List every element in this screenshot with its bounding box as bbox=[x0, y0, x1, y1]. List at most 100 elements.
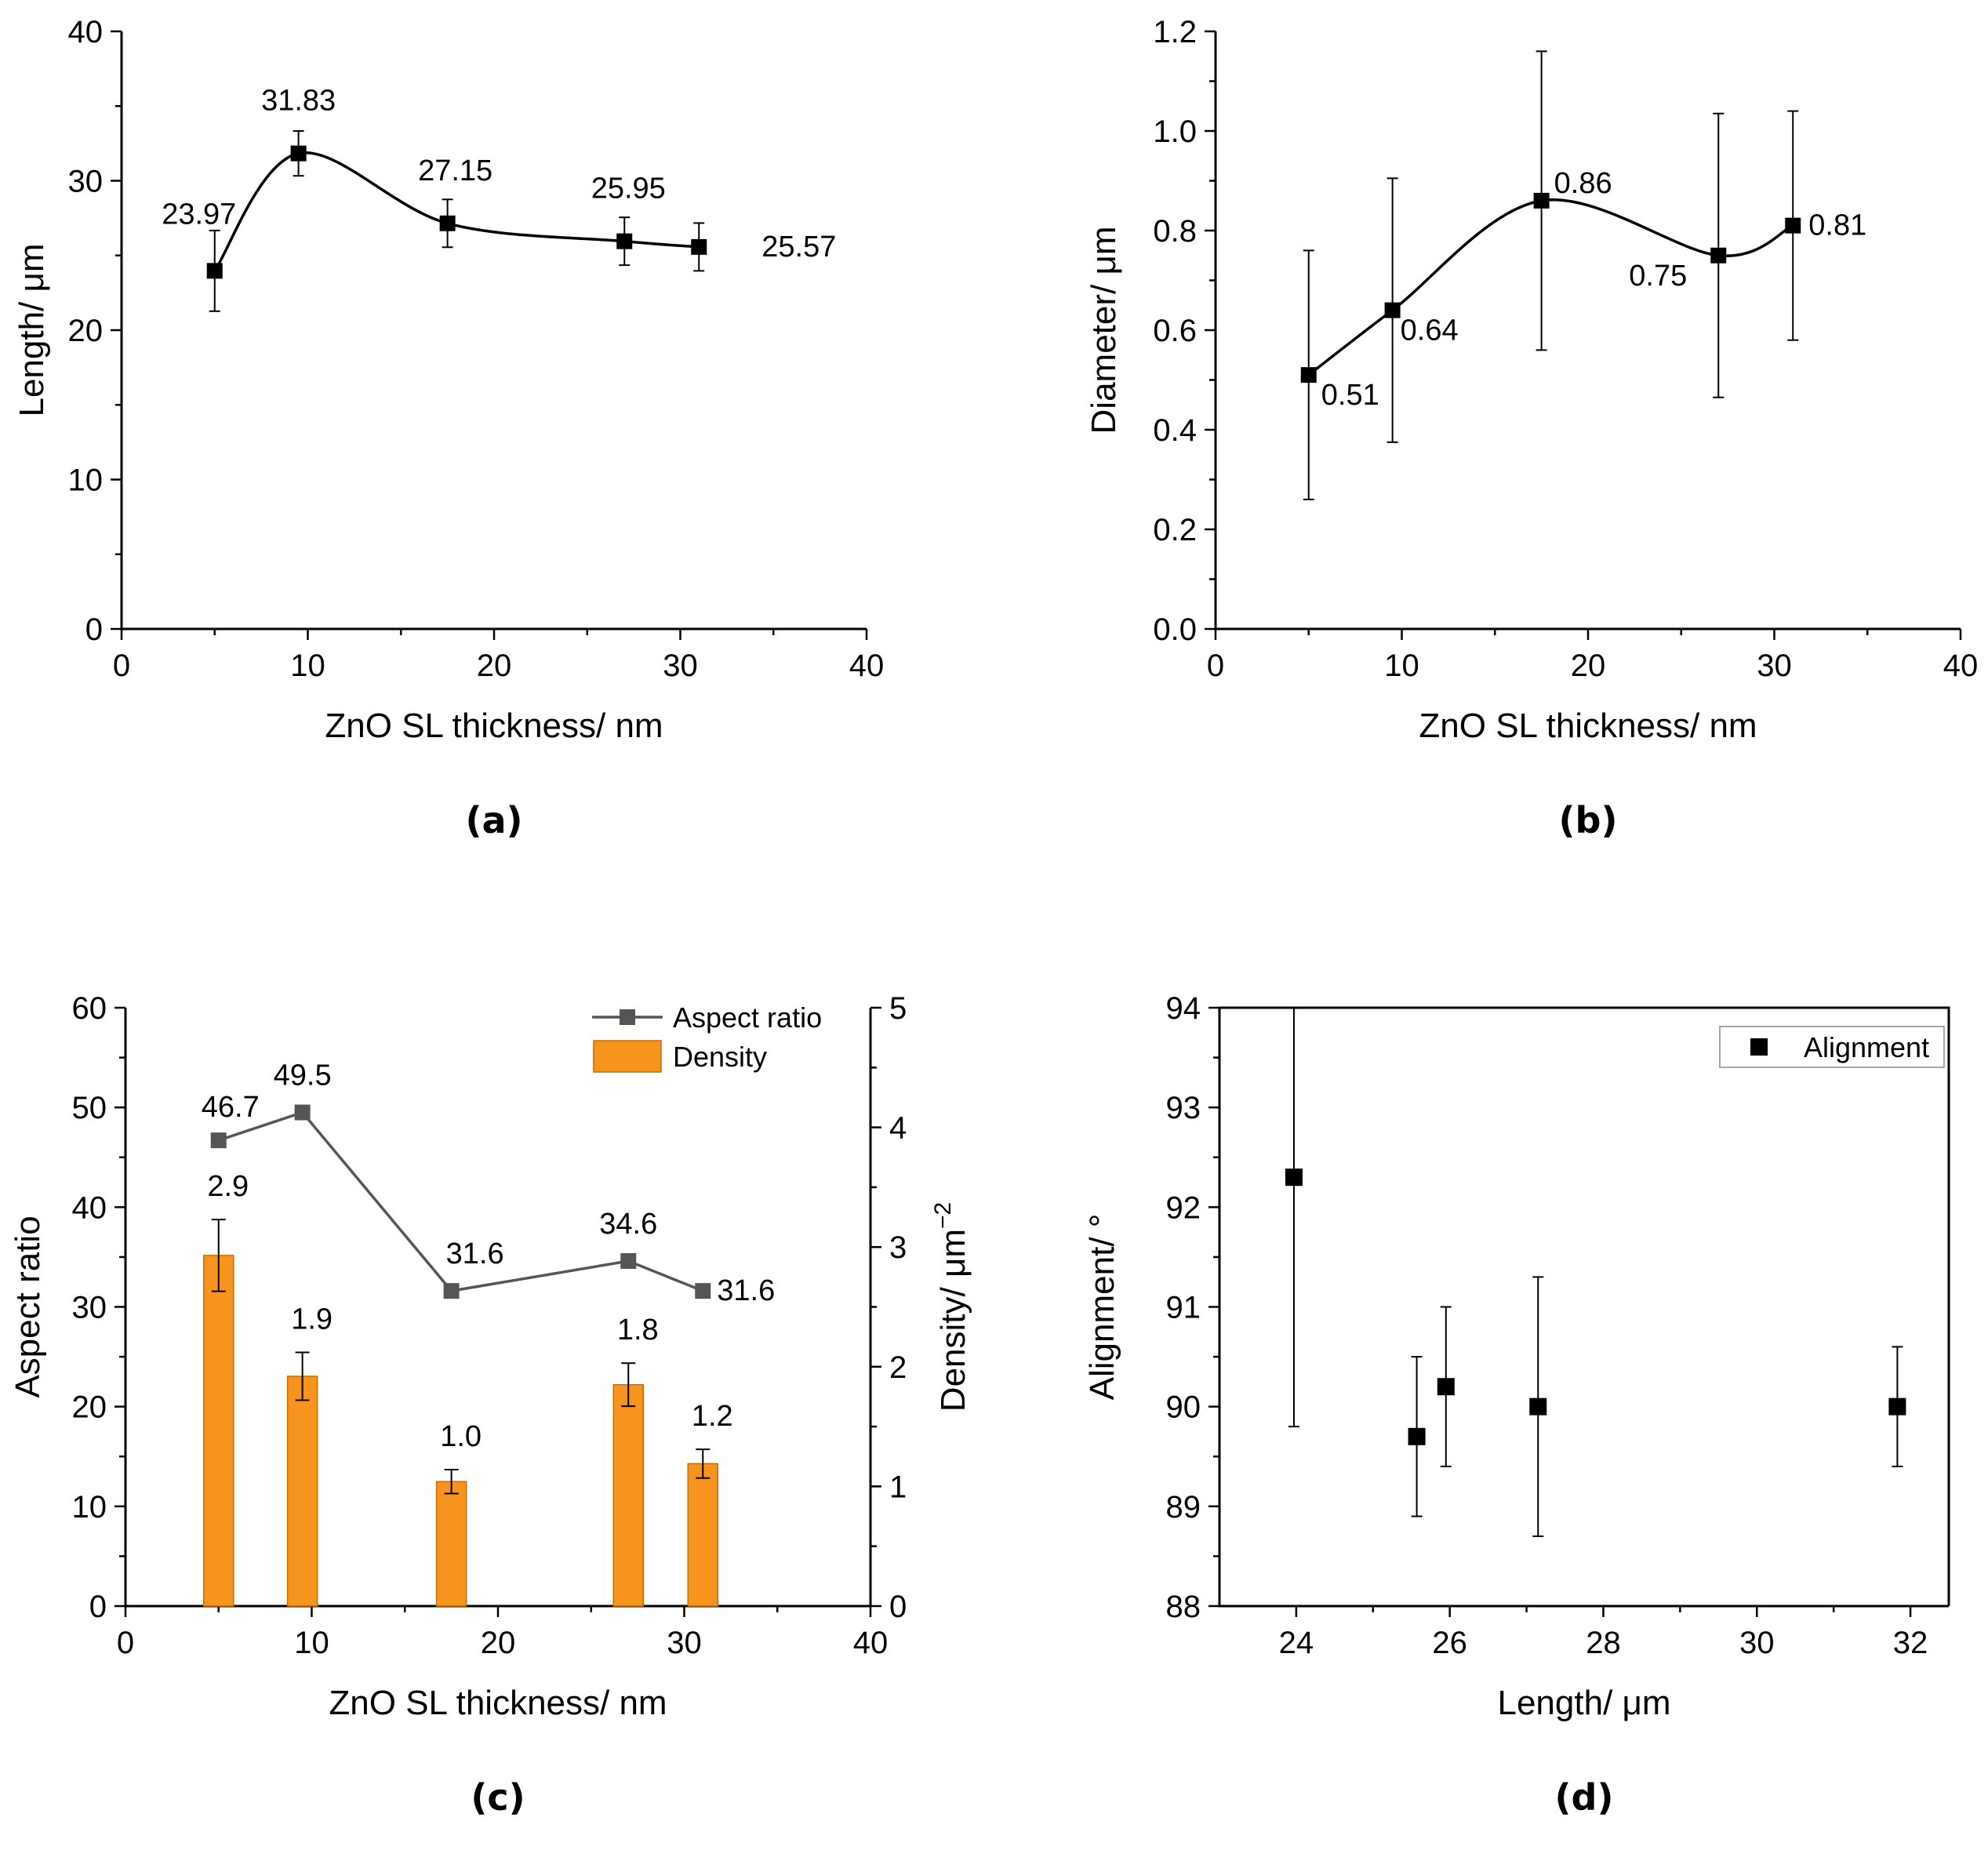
x-tick-label: 20 bbox=[477, 649, 512, 683]
x-tick-label: 0 bbox=[113, 649, 130, 683]
x-tick-label: 20 bbox=[481, 1626, 516, 1660]
y2-tick-label: 3 bbox=[889, 1230, 907, 1265]
data-point-marker bbox=[1710, 247, 1727, 263]
x-tick-label: 30 bbox=[663, 649, 698, 683]
density-bar bbox=[435, 1481, 467, 1607]
y-axis-title: Alignment/ ° bbox=[1083, 1214, 1121, 1401]
x-tick-label: 30 bbox=[667, 1626, 702, 1660]
y-tick-label: 40 bbox=[68, 15, 104, 49]
y-axis-title: Aspect ratio bbox=[9, 1216, 47, 1397]
panel-a-length-chart: 0 10 20 30 40 0 10 20 30 40 ZnO SL thickness/ nm Le… bbox=[13, 15, 884, 841]
y-tick-label: 0.2 bbox=[1153, 513, 1197, 547]
y-tick-label: 10 bbox=[72, 1490, 107, 1525]
y-tick-label: 0.0 bbox=[1153, 612, 1197, 647]
y2-tick-label: 2 bbox=[889, 1350, 907, 1385]
data-point-marker bbox=[1285, 1168, 1303, 1187]
data-label: 0.64 bbox=[1401, 314, 1459, 347]
x-tick-label: 0 bbox=[117, 1626, 134, 1660]
panel-label: (b) bbox=[1559, 799, 1618, 841]
y-tick-label: 89 bbox=[1166, 1490, 1201, 1525]
data-point-marker bbox=[294, 1104, 311, 1121]
data-label: 23.97 bbox=[162, 198, 236, 231]
x-tick-label: 0 bbox=[1207, 649, 1224, 683]
y2-tick-label: 0 bbox=[889, 1590, 907, 1624]
x-axis-title: ZnO SL thickness/ nm bbox=[1419, 707, 1757, 745]
data-point-marker bbox=[1888, 1397, 1906, 1416]
y-tick-label: 92 bbox=[1166, 1190, 1201, 1225]
data-point-marker bbox=[1529, 1397, 1547, 1416]
legend-aspect-ratio-label: Aspect ratio bbox=[673, 1001, 822, 1034]
y-tick-label: 0.4 bbox=[1153, 413, 1197, 448]
x-tick-label: 28 bbox=[1586, 1626, 1621, 1660]
x-tick-label: 40 bbox=[853, 1626, 889, 1660]
axes-frame bbox=[1218, 1008, 1949, 1608]
y2-axis-title-superscript: −2 bbox=[930, 1202, 956, 1229]
x-tick-label: 32 bbox=[1893, 1626, 1928, 1660]
aspect-ratio-data-label: 34.6 bbox=[599, 1208, 657, 1241]
y-tick-label: 91 bbox=[1166, 1291, 1201, 1325]
y-tick-label: 40 bbox=[72, 1190, 107, 1225]
data-point-marker bbox=[1300, 367, 1317, 383]
data-point-marker bbox=[1437, 1378, 1455, 1396]
y-tick-label: 93 bbox=[1166, 1091, 1201, 1125]
panel-b-diameter-chart: 0 10 20 30 40 0.0 0.2 0.4 0.6 0.8 1.0 1.2 ZnO SL thi… bbox=[1085, 15, 1978, 841]
density-bar bbox=[687, 1463, 718, 1607]
density-bar bbox=[286, 1376, 318, 1607]
y-tick-label: 10 bbox=[68, 463, 104, 498]
data-point-marker bbox=[439, 215, 456, 231]
y-tick-label: 1.0 bbox=[1153, 114, 1197, 149]
x-axis-title: Length/ μm bbox=[1497, 1684, 1670, 1722]
y-tick-label: 50 bbox=[72, 1091, 107, 1125]
panel-label: (c) bbox=[471, 1776, 525, 1819]
density-data-label: 1.9 bbox=[291, 1303, 333, 1336]
legend-alignment-marker bbox=[1750, 1038, 1768, 1056]
x-tick-label: 24 bbox=[1279, 1626, 1314, 1660]
x-tick-label: 10 bbox=[294, 1626, 329, 1660]
data-point-marker bbox=[1408, 1427, 1426, 1445]
legend: Aspect ratio Density bbox=[592, 1001, 822, 1073]
data-point-marker bbox=[691, 238, 707, 255]
y2-axis-title: Density/ μm−2 bbox=[930, 1202, 972, 1412]
aspect-ratio-data-label: 46.7 bbox=[202, 1091, 260, 1124]
legend: Alignment bbox=[1719, 1026, 1945, 1068]
legend-density-swatch bbox=[593, 1040, 662, 1073]
data-point-marker bbox=[1384, 302, 1401, 318]
data-label: 0.81 bbox=[1808, 209, 1866, 242]
axes-frame bbox=[1214, 31, 1961, 631]
density-data-label: 1.2 bbox=[692, 1400, 733, 1433]
y-tick-label: 1.2 bbox=[1153, 15, 1197, 49]
y-axis-title: Diameter/ μm bbox=[1085, 227, 1123, 434]
x-tick-label: 30 bbox=[1757, 649, 1792, 683]
x-axis-title: ZnO SL thickness/ nm bbox=[325, 707, 663, 745]
x-tick-label: 40 bbox=[849, 649, 885, 683]
data-label: 0.86 bbox=[1554, 167, 1612, 200]
data-point-marker bbox=[443, 1283, 460, 1299]
x-axis-title: ZnO SL thickness/ nm bbox=[329, 1684, 667, 1722]
density-data-label: 1.8 bbox=[617, 1314, 659, 1346]
panel-label: (d) bbox=[1555, 1776, 1614, 1819]
y-tick-label: 0 bbox=[85, 612, 103, 647]
data-label: 25.95 bbox=[591, 173, 666, 205]
density-data-label: 2.9 bbox=[207, 1170, 249, 1203]
x-tick-label: 10 bbox=[1384, 649, 1419, 683]
data-point-marker bbox=[1785, 217, 1801, 234]
y2-axis-title-text: Density/ μm bbox=[934, 1229, 972, 1412]
data-label: 31.83 bbox=[261, 85, 336, 118]
aspect-ratio-data-label: 31.6 bbox=[446, 1237, 504, 1270]
legend-alignment-label: Alignment bbox=[1804, 1031, 1929, 1063]
axes-frame bbox=[120, 31, 867, 631]
legend-aspect-ratio-marker bbox=[620, 1009, 635, 1025]
legend-density-label: Density bbox=[673, 1041, 767, 1073]
data-point-marker bbox=[206, 263, 223, 279]
y-tick-label: 90 bbox=[1166, 1390, 1201, 1425]
data-label: 27.15 bbox=[418, 154, 492, 187]
x-tick-label: 30 bbox=[1739, 1626, 1775, 1660]
y-tick-label: 0.8 bbox=[1153, 214, 1197, 249]
y-axis-title: Length/ μm bbox=[13, 243, 51, 416]
y-tick-label: 0 bbox=[89, 1590, 107, 1624]
data-point-marker bbox=[620, 1253, 637, 1270]
panel-label: (a) bbox=[465, 799, 522, 841]
y-tick-label: 94 bbox=[1166, 991, 1201, 1026]
